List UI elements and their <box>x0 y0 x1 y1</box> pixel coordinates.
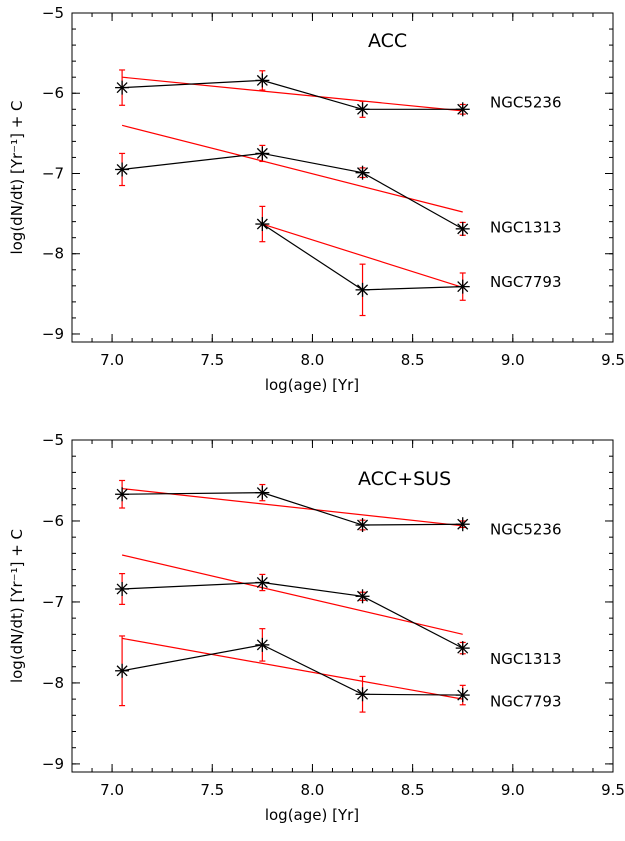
x-tick-label: 7.5 <box>200 781 224 799</box>
data-point-marker <box>115 663 130 678</box>
x-tick-label: 7.0 <box>100 781 124 799</box>
fit-line <box>121 554 463 635</box>
x-tick-label: 8.5 <box>401 351 425 369</box>
series-ngc5236: NGC5236 <box>115 479 562 538</box>
y-tick-label: −6 <box>42 84 64 102</box>
axis-ticks: 7.0 7.5 8.0 8.5 9.0 9.5 −5 −6 −7 −8 −9 <box>42 431 625 799</box>
plot-frame <box>71 12 614 343</box>
series-ngc5236: NGC5236 <box>115 69 562 118</box>
y-tick-label: −5 <box>42 431 64 449</box>
x-tick-label: 7.0 <box>100 351 124 369</box>
y-axis-label: log(dN/dt) [Yr⁻¹] + C <box>8 529 26 683</box>
fit-line <box>122 487 463 527</box>
series-label: NGC1313 <box>490 218 562 236</box>
y-tick-label: −6 <box>42 512 64 530</box>
y-tick-label: −9 <box>42 755 64 773</box>
axis-ticks: 7.0 7.5 8.0 8.5 9.0 9.5 −5 −6 −7 −8 −9 <box>42 4 625 369</box>
data-point-marker <box>455 517 470 532</box>
x-axis-label: log(age) [Yr] <box>265 806 359 824</box>
data-point-marker <box>355 165 370 180</box>
data-point-marker <box>255 146 270 161</box>
series-label: NGC5236 <box>490 520 562 538</box>
data-point-marker <box>255 217 270 232</box>
panel-annotation: ACC+SUS <box>358 468 451 490</box>
panel-annotation: ACC <box>368 30 407 52</box>
data-point-marker <box>455 641 470 656</box>
data-point-marker <box>355 687 370 702</box>
series-label: NGC7793 <box>490 273 562 291</box>
series-line <box>122 581 463 649</box>
data-point-marker <box>255 485 270 500</box>
fit-line <box>121 124 463 213</box>
data-marks: NGC5236 NGC1313 NGC7793 <box>115 69 562 317</box>
series-ngc1313: NGC1313 <box>115 124 562 236</box>
fit-line <box>122 76 463 112</box>
fit-line <box>262 223 463 289</box>
series-line <box>122 152 464 230</box>
fit-line <box>121 637 463 700</box>
series-ngc1313: NGC1313 <box>115 554 562 668</box>
data-point-marker <box>355 282 370 297</box>
data-point-marker <box>455 688 470 703</box>
series-line <box>122 79 463 110</box>
data-point-marker <box>115 80 130 95</box>
x-tick-label: 8.0 <box>301 781 325 799</box>
data-point-marker <box>455 221 470 236</box>
series-line <box>122 492 463 526</box>
data-point-marker <box>355 518 370 533</box>
series-ngc7793: NGC7793 <box>115 628 562 713</box>
chart-panel-acc-sus: ACC+SUS log(age) [Yr] log(dN/dt) [Yr⁻¹] … <box>8 431 625 824</box>
y-tick-label: −9 <box>42 325 64 343</box>
y-tick-label: −7 <box>42 593 64 611</box>
data-point-marker <box>115 487 130 502</box>
plot-frame <box>71 439 614 773</box>
x-axis-label: log(age) [Yr] <box>265 376 359 394</box>
x-tick-label: 9.0 <box>501 781 525 799</box>
data-point-marker <box>355 589 370 604</box>
x-tick-label: 9.5 <box>601 781 625 799</box>
data-point-marker <box>455 279 470 294</box>
y-tick-label: −8 <box>42 674 64 692</box>
y-tick-label: −5 <box>42 4 64 22</box>
x-tick-label: 8.5 <box>401 781 425 799</box>
data-point-marker <box>115 162 130 177</box>
data-marks: NGC5236 NGC1313 NGC7793 <box>115 479 562 713</box>
y-tick-label: −7 <box>42 164 64 182</box>
data-point-marker <box>255 575 270 590</box>
data-point-marker <box>115 581 130 596</box>
y-axis-label: log(dN/dt) [Yr⁻¹] + C <box>8 100 26 254</box>
data-point-marker <box>355 102 370 117</box>
data-point-marker <box>255 637 270 652</box>
x-tick-label: 9.0 <box>501 351 525 369</box>
series-ngc7793: NGC7793 <box>255 205 562 317</box>
x-tick-label: 8.0 <box>301 351 325 369</box>
x-tick-label: 9.5 <box>601 351 625 369</box>
series-label: NGC7793 <box>490 693 562 711</box>
x-tick-label: 7.5 <box>200 351 224 369</box>
data-point-marker <box>455 102 470 117</box>
chart-panel-acc: ACC log(age) [Yr] log(dN/dt) [Yr⁻¹] + C … <box>8 4 625 394</box>
series-label: NGC1313 <box>490 650 562 668</box>
data-point-marker <box>255 73 270 88</box>
series-line <box>121 644 463 696</box>
series-label: NGC5236 <box>490 93 562 111</box>
y-tick-label: −8 <box>42 245 64 263</box>
